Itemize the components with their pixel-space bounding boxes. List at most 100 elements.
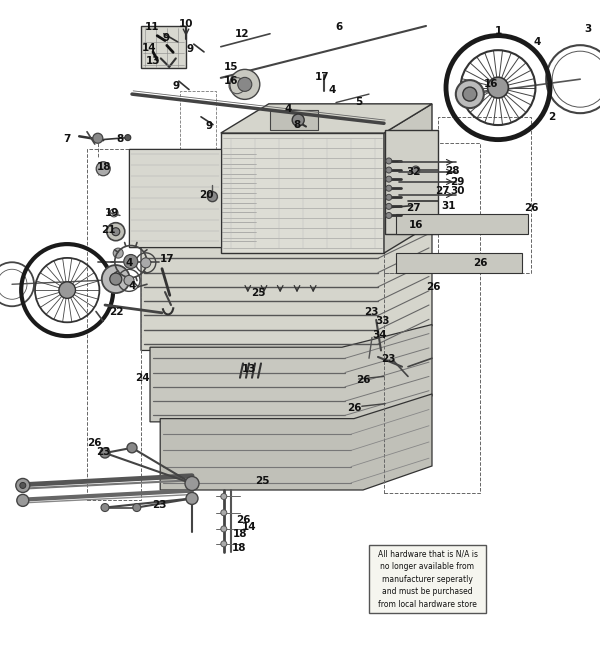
Circle shape: [125, 134, 131, 141]
Text: 34: 34: [373, 330, 387, 340]
Circle shape: [456, 80, 484, 108]
Circle shape: [386, 185, 392, 191]
Circle shape: [386, 203, 392, 210]
Text: 21: 21: [101, 225, 115, 236]
Text: 16: 16: [484, 79, 498, 90]
Circle shape: [221, 526, 227, 532]
Circle shape: [100, 448, 110, 458]
Circle shape: [463, 87, 477, 101]
Text: 9: 9: [172, 81, 179, 92]
Text: 1: 1: [494, 26, 502, 36]
Text: 23: 23: [96, 447, 110, 458]
Text: 16: 16: [224, 76, 238, 86]
Bar: [369, 545, 486, 613]
Bar: [384, 273, 480, 493]
Circle shape: [386, 158, 392, 164]
Bar: [438, 117, 531, 273]
Polygon shape: [129, 149, 258, 247]
Circle shape: [124, 275, 134, 286]
Text: 28: 28: [445, 166, 460, 177]
Circle shape: [16, 478, 30, 493]
Circle shape: [93, 133, 103, 143]
Text: 17: 17: [160, 254, 174, 264]
Circle shape: [185, 476, 199, 491]
Text: 26: 26: [236, 515, 250, 526]
Text: 26: 26: [473, 258, 487, 268]
Text: 25: 25: [251, 288, 265, 299]
Text: 10: 10: [179, 19, 193, 29]
Text: 27: 27: [406, 202, 421, 213]
Bar: [180, 91, 216, 149]
Text: 23: 23: [364, 306, 379, 317]
Text: 15: 15: [224, 62, 238, 72]
Circle shape: [221, 509, 227, 516]
Text: 19: 19: [104, 208, 119, 218]
Text: 2: 2: [548, 112, 556, 122]
Polygon shape: [141, 221, 432, 350]
Polygon shape: [396, 214, 528, 234]
Polygon shape: [385, 130, 438, 234]
Text: 18: 18: [232, 543, 246, 554]
Text: 11: 11: [145, 21, 160, 32]
Circle shape: [107, 223, 125, 241]
Circle shape: [112, 228, 120, 236]
Polygon shape: [150, 324, 432, 422]
Text: 8: 8: [293, 119, 301, 130]
Text: 9: 9: [163, 32, 170, 43]
Text: 13: 13: [146, 56, 160, 66]
Text: 31: 31: [442, 201, 456, 211]
Text: 6: 6: [335, 22, 343, 32]
Text: 26: 26: [347, 402, 361, 413]
Text: 32: 32: [407, 167, 421, 177]
Bar: [270, 110, 318, 130]
Bar: [141, 26, 186, 68]
Circle shape: [386, 194, 392, 201]
Circle shape: [20, 482, 26, 489]
Circle shape: [208, 191, 217, 202]
Polygon shape: [396, 253, 522, 273]
Polygon shape: [384, 104, 432, 253]
Circle shape: [386, 212, 392, 219]
Bar: [384, 143, 480, 273]
Circle shape: [141, 258, 151, 268]
Text: 26: 26: [426, 282, 440, 292]
Circle shape: [221, 541, 227, 547]
Circle shape: [17, 495, 29, 506]
Text: 7: 7: [64, 134, 71, 144]
Circle shape: [221, 493, 227, 500]
Text: 3: 3: [584, 24, 592, 34]
Text: 14: 14: [242, 522, 256, 532]
Text: All hardware that is N/A is
no longer available from
manufacturer seperatly
and : All hardware that is N/A is no longer av…: [377, 550, 478, 609]
Text: 9: 9: [187, 44, 194, 55]
Text: 13: 13: [242, 363, 256, 374]
Circle shape: [412, 166, 420, 174]
Circle shape: [101, 504, 109, 511]
Circle shape: [488, 77, 508, 98]
Text: 9: 9: [205, 121, 212, 131]
Circle shape: [386, 167, 392, 173]
Text: 16: 16: [409, 220, 423, 230]
Circle shape: [59, 282, 76, 299]
Text: 23: 23: [381, 354, 395, 364]
Text: 12: 12: [235, 29, 249, 40]
Text: 18: 18: [233, 529, 247, 539]
Polygon shape: [221, 133, 384, 253]
Text: 17: 17: [315, 71, 329, 82]
Text: 4: 4: [533, 37, 541, 47]
Circle shape: [386, 176, 392, 182]
Text: 30: 30: [451, 186, 465, 196]
Text: 23: 23: [152, 500, 166, 510]
Text: 5: 5: [355, 97, 362, 107]
Circle shape: [230, 69, 260, 99]
Text: 4: 4: [284, 104, 292, 114]
Text: 26: 26: [524, 202, 538, 213]
Polygon shape: [221, 104, 432, 133]
Text: 24: 24: [136, 373, 150, 384]
Circle shape: [110, 273, 122, 285]
Text: 4: 4: [125, 258, 133, 269]
Text: 20: 20: [199, 190, 214, 200]
Circle shape: [186, 493, 198, 504]
Text: 14: 14: [142, 43, 156, 53]
Text: 8: 8: [116, 134, 124, 144]
Circle shape: [238, 77, 252, 92]
